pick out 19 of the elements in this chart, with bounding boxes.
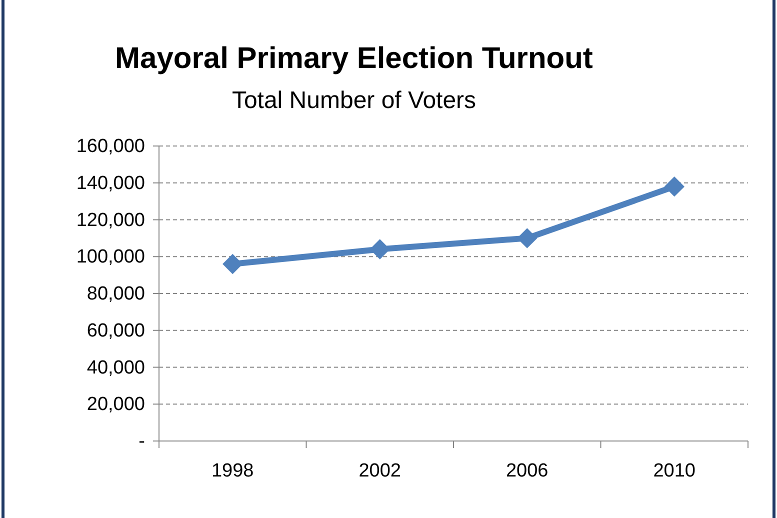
y-tick-label: 120,000	[76, 210, 145, 231]
point	[664, 176, 684, 197]
x-tick-label: 1998	[211, 460, 254, 482]
y-tick-label: 80,000	[86, 284, 145, 305]
x-tick-label: 2010	[653, 460, 696, 482]
point	[370, 239, 390, 260]
y-tick-label: 160,000	[76, 136, 145, 158]
y-tick-label: 40,000	[86, 357, 145, 378]
y-tick-label: 60,000	[86, 320, 145, 342]
x-tick-label: 2006	[506, 460, 548, 482]
point	[517, 228, 538, 248]
chart-subtitle: Total Number of Voters	[232, 87, 476, 114]
y-tick-label: 20,000	[86, 394, 145, 416]
y-tick-label: 140,000	[76, 172, 145, 194]
point	[222, 254, 243, 274]
chart-title: Mayoral Primary Election Turnout	[115, 42, 593, 75]
y-tick-label: 100,000	[76, 246, 145, 268]
y-tick-label: -	[138, 431, 145, 452]
x-tick-label: 2002	[358, 460, 402, 482]
